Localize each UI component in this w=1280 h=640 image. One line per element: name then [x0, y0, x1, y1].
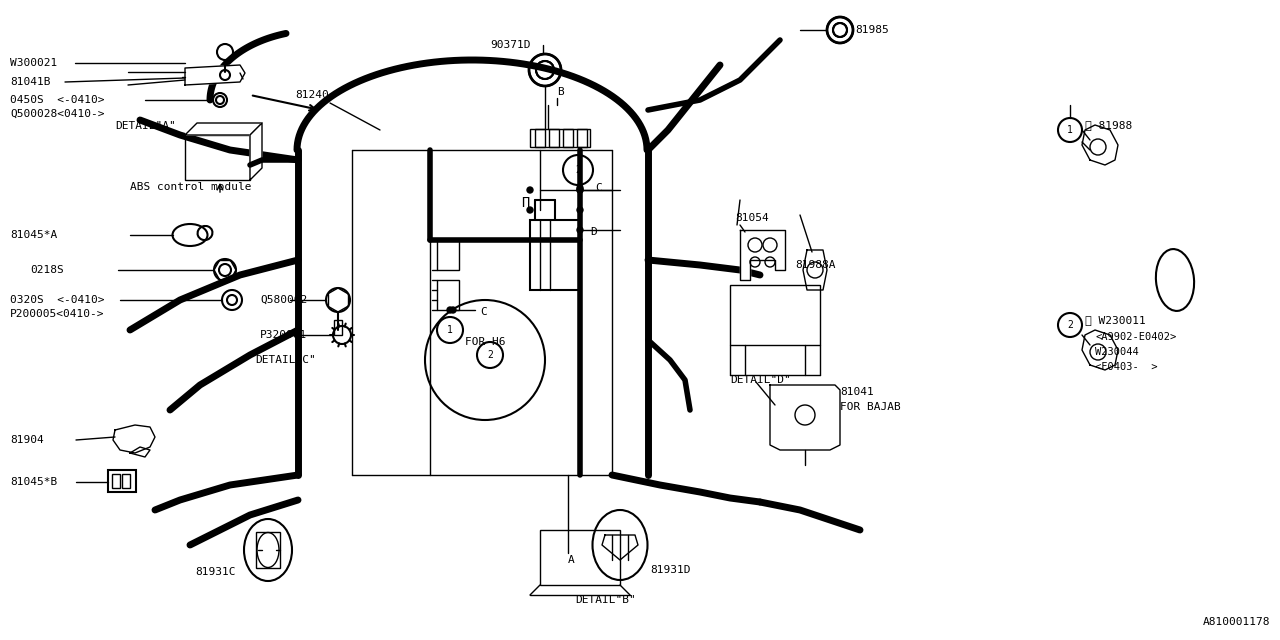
Bar — [334, 320, 342, 335]
Text: D: D — [590, 227, 596, 237]
Bar — [436, 240, 460, 270]
Text: P320001: P320001 — [260, 330, 307, 340]
Bar — [256, 532, 280, 568]
Text: 81041B: 81041B — [10, 77, 50, 87]
Circle shape — [451, 307, 456, 313]
Text: 81045*B: 81045*B — [10, 477, 58, 487]
Circle shape — [527, 207, 532, 213]
Text: 81931C: 81931C — [195, 567, 236, 577]
Polygon shape — [250, 123, 262, 180]
Bar — [108, 470, 136, 492]
Text: 2: 2 — [575, 165, 581, 175]
Text: Π: Π — [521, 196, 529, 210]
Circle shape — [577, 185, 582, 191]
Text: 1: 1 — [1068, 125, 1073, 135]
Text: 0320S  <-0410>: 0320S <-0410> — [10, 295, 105, 305]
Text: 81045*A: 81045*A — [10, 230, 58, 240]
Text: B: B — [557, 87, 563, 97]
Bar — [122, 474, 131, 488]
Circle shape — [527, 187, 532, 193]
Text: ABS control module: ABS control module — [131, 182, 251, 192]
Text: 81054: 81054 — [735, 213, 769, 223]
Polygon shape — [771, 385, 840, 450]
Bar — [436, 280, 460, 310]
Bar — [577, 129, 588, 147]
Circle shape — [577, 207, 582, 213]
Bar — [530, 220, 580, 290]
Bar — [540, 530, 620, 585]
Text: W230044: W230044 — [1094, 347, 1139, 357]
Text: 1: 1 — [447, 325, 453, 335]
Circle shape — [447, 307, 453, 313]
Text: Q500028<0410->: Q500028<0410-> — [10, 109, 105, 119]
Bar — [535, 129, 545, 147]
Text: Q580002: Q580002 — [260, 295, 307, 305]
Text: 81988A: 81988A — [795, 260, 836, 270]
Polygon shape — [1082, 330, 1117, 370]
Text: DETAIL"A": DETAIL"A" — [115, 121, 175, 131]
Text: P200005<0410->: P200005<0410-> — [10, 309, 105, 319]
Text: A: A — [568, 555, 575, 565]
Bar — [549, 129, 559, 147]
Bar — [113, 474, 120, 488]
Text: FOR BAJAB: FOR BAJAB — [840, 402, 901, 412]
Text: 81931D: 81931D — [650, 565, 690, 575]
Bar — [730, 285, 820, 345]
Bar — [530, 129, 590, 147]
Text: DETAIL"D": DETAIL"D" — [730, 375, 791, 385]
Text: DETAIL"B": DETAIL"B" — [575, 595, 636, 605]
Text: 81904: 81904 — [10, 435, 44, 445]
Polygon shape — [186, 123, 262, 135]
Bar — [186, 135, 250, 180]
Circle shape — [577, 187, 582, 193]
Text: 2: 2 — [488, 350, 493, 360]
Bar — [563, 129, 573, 147]
Text: 81240: 81240 — [294, 90, 329, 100]
Polygon shape — [1082, 125, 1117, 165]
Text: <F0403-  >: <F0403- > — [1094, 362, 1157, 372]
Circle shape — [577, 187, 582, 193]
Polygon shape — [803, 250, 827, 290]
Text: 90371D: 90371D — [490, 40, 530, 50]
Polygon shape — [740, 230, 785, 280]
Text: 0450S  <-0410>: 0450S <-0410> — [10, 95, 105, 105]
Text: C: C — [480, 307, 486, 317]
Text: DETAIL"C": DETAIL"C" — [255, 355, 316, 365]
Text: W300021: W300021 — [10, 58, 58, 68]
Polygon shape — [186, 65, 244, 85]
Text: ② W230011: ② W230011 — [1085, 315, 1146, 325]
Text: A810001178: A810001178 — [1202, 617, 1270, 627]
Text: ① 81988: ① 81988 — [1085, 120, 1133, 130]
Text: <A9902-E0402>: <A9902-E0402> — [1094, 332, 1176, 342]
Circle shape — [577, 227, 582, 233]
Text: 81041: 81041 — [840, 387, 874, 397]
Text: 2: 2 — [1068, 320, 1073, 330]
Text: 81985: 81985 — [855, 25, 888, 35]
Text: FOR H6: FOR H6 — [465, 337, 506, 347]
Text: C: C — [595, 183, 602, 193]
Text: 0218S: 0218S — [29, 265, 64, 275]
